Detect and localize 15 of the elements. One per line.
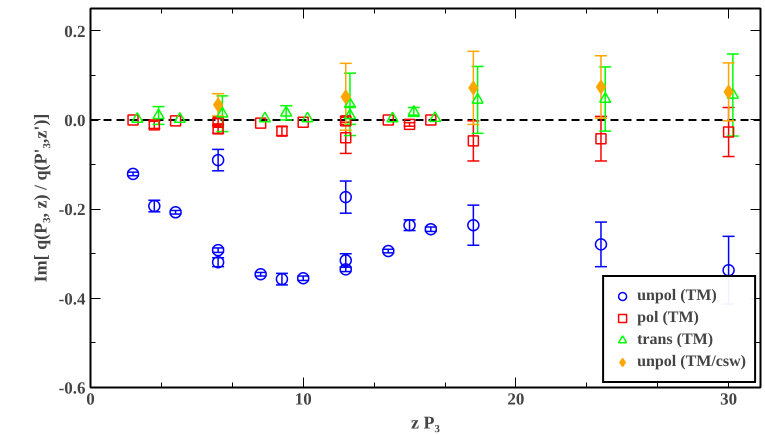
- x-tick-label: 20: [507, 390, 524, 408]
- legend-label: pol (TM): [637, 308, 699, 328]
- y-tick-label: -0.2: [58, 200, 86, 220]
- y-tick-label: 0.0: [64, 110, 86, 130]
- x-tick-label: 10: [294, 390, 312, 408]
- x-axis-title: z P₃: [411, 412, 441, 432]
- legend-label: unpol (TM): [637, 286, 717, 306]
- y-tick-label: -0.4: [58, 289, 86, 308]
- x-tick-label: 30: [720, 390, 738, 408]
- legend-label: trans (TM): [637, 330, 714, 350]
- x-tick-label: 0: [86, 390, 95, 408]
- legend-label: unpol (TM/csw): [637, 352, 746, 372]
- y-tick-label: -0.6: [58, 378, 86, 398]
- y-tick-label: 0.2: [64, 22, 86, 41]
- y-axis-title: Im[ q(P₃, z) / q(P'₃,z')]: [30, 114, 51, 282]
